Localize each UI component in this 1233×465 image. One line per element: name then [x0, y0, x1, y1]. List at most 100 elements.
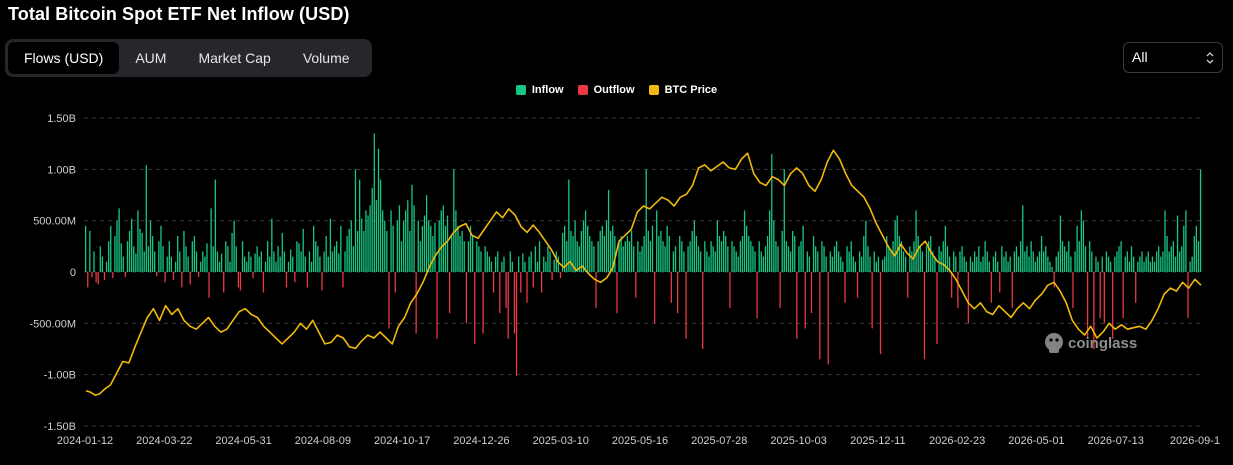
inflow-bar [1055, 256, 1057, 272]
outflow-bar [482, 272, 484, 334]
outflow-bar [388, 272, 390, 329]
inflow-bar [361, 218, 363, 272]
inflow-bar [313, 225, 315, 272]
inflow-bar [1153, 261, 1156, 272]
inflow-bar [214, 179, 216, 272]
inflow-bar [509, 251, 511, 272]
time-range-select[interactable]: All [1123, 42, 1223, 73]
inflow-bar [787, 246, 790, 272]
inflow-bar [821, 241, 823, 272]
inflow-bar [693, 220, 695, 272]
x-tick-label: 2024-10-17 [374, 435, 430, 447]
tab-flows-usd[interactable]: Flows (USD) [8, 42, 120, 74]
inflow-bar [888, 246, 890, 272]
inflow-bar [997, 261, 999, 272]
inflow-bar [1028, 256, 1030, 272]
inflow-bar [574, 220, 576, 272]
inflow-bar [783, 169, 785, 272]
inflow-bar [633, 246, 635, 272]
inflow-bar [867, 246, 869, 272]
inflow-bar [706, 251, 708, 272]
inflow-bar [547, 246, 549, 272]
inflow-bar [396, 220, 398, 272]
inflow-bar [1051, 266, 1053, 272]
inflow-bar [118, 208, 120, 272]
inflow-bar [93, 251, 95, 272]
legend-item-btc-price[interactable]: BTC Price [648, 84, 717, 96]
tab-aum[interactable]: AUM [135, 50, 167, 66]
inflow-bar [589, 236, 591, 272]
legend-item-inflow[interactable]: Inflow [515, 84, 564, 96]
inflow-bar [1097, 261, 1099, 272]
inflow-bar [1049, 261, 1051, 272]
inflow-bar [884, 256, 886, 272]
x-tick-label: 2024-03-22 [136, 435, 192, 447]
x-tick-label: 2025-07-28 [691, 435, 747, 447]
inflow-bar [486, 251, 488, 272]
inflow-bar [1191, 256, 1193, 272]
inflow-bar [1172, 241, 1175, 272]
inflow-bar [708, 256, 710, 272]
inflow-bar [1043, 251, 1045, 272]
tab-market-cap[interactable]: Market Cap [198, 50, 271, 66]
inflow-bar [752, 246, 754, 272]
inflow-bar [1183, 225, 1185, 272]
inflow-bar [733, 246, 735, 272]
inflow-bar [1059, 215, 1062, 272]
inflow-bar [769, 210, 771, 272]
inflow-bar [419, 241, 421, 272]
inflow-bar [722, 230, 725, 272]
outflow-bar [796, 272, 798, 339]
inflow-bar [959, 251, 961, 272]
outflow-bar [87, 272, 89, 288]
outflow-bar [804, 272, 806, 329]
tab-volume[interactable]: Volume [302, 50, 350, 66]
inflow-bar [269, 256, 271, 272]
inflow-bar [204, 256, 206, 272]
y-tick-label: 1.50B [47, 113, 76, 125]
inflow-bar [963, 256, 965, 272]
outflow-bar [1053, 272, 1055, 288]
outflow-bar [112, 272, 114, 279]
inflow-bar [218, 261, 221, 272]
inflow-bar [455, 210, 457, 272]
inflow-bar [699, 251, 702, 272]
x-tick-label: 2026-05-01 [1008, 435, 1064, 447]
inflow-bar [101, 256, 104, 272]
inflow-bar [329, 218, 332, 272]
legend-label-outflow: Outflow [593, 84, 635, 96]
inflow-bar [126, 241, 129, 272]
inflow-bar [942, 241, 944, 272]
inflow-bar [340, 225, 342, 272]
inflow-bar [405, 210, 407, 272]
inflow-bar [593, 246, 595, 272]
x-tick-label: 2024-12-26 [453, 435, 509, 447]
outflow-bar [653, 272, 656, 324]
outflow-bar [756, 272, 758, 319]
inflow-bar [576, 241, 578, 272]
inflow-bar [1007, 261, 1009, 272]
inflow-bar [336, 241, 338, 272]
inflow-bar [1151, 256, 1154, 272]
outflow-bar [306, 272, 309, 288]
inflow-bar [854, 261, 857, 272]
inflow-bar [166, 256, 168, 272]
inflow-bar [122, 256, 124, 272]
inflow-bar [323, 251, 325, 272]
time-range-value: All [1132, 49, 1148, 65]
outflow-bar [448, 272, 451, 314]
inflow-bar [1074, 251, 1076, 272]
inflow-bar [848, 251, 850, 272]
inflow-bar [317, 246, 319, 272]
inflow-bar [283, 251, 286, 272]
outflow-bar [879, 272, 882, 355]
inflow-bar [666, 225, 668, 272]
legend-item-outflow[interactable]: Outflow [577, 84, 635, 96]
outflow-bar [936, 272, 938, 344]
inflow-bar [417, 220, 419, 272]
inflow-bar [921, 251, 923, 272]
inflow-bar [1020, 241, 1022, 272]
inflow-bar [538, 241, 541, 272]
inflow-bar [325, 236, 327, 272]
inflow-bar [911, 251, 913, 272]
